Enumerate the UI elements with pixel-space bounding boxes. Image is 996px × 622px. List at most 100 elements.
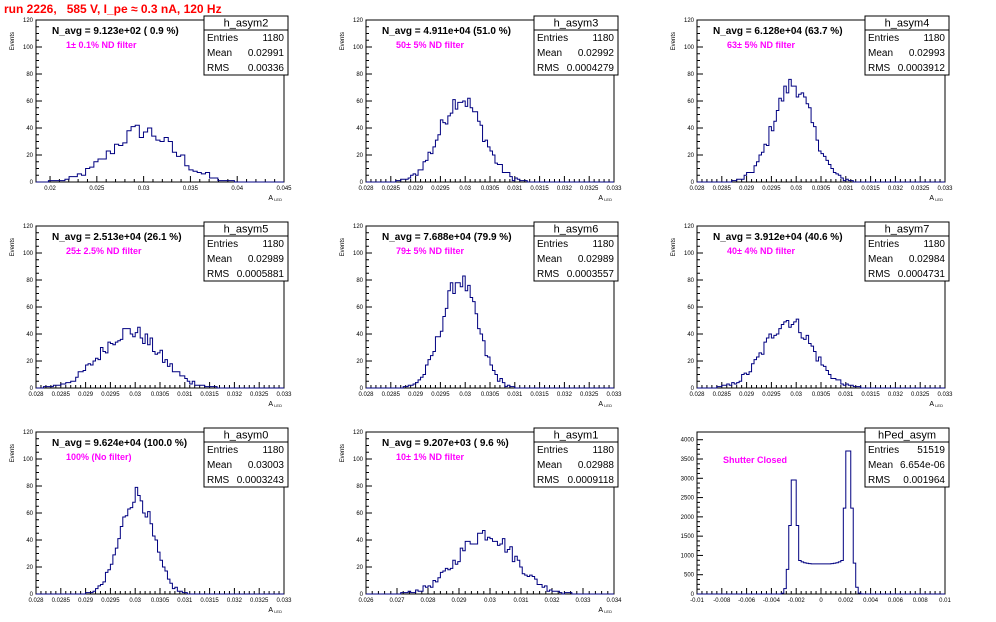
x-tick-label: 0.033 [575,598,591,604]
x-tick-label: 0.029 [451,598,467,604]
stats-box [533,441,619,488]
x-tick-label: 0.031 [177,598,193,604]
stats-label-entries: Entries [207,33,238,44]
x-axis-label-subscript: LED [603,609,612,614]
stats-label-entries: Entries [868,239,899,250]
y-axis-label: Events [340,238,346,256]
x-tick-label: 0.03 [129,392,141,398]
x-tick-label: 0.028 [689,186,705,192]
y-tick-label: 100 [684,251,695,257]
y-axis-label: Events [10,238,16,256]
y-tick-label: 80 [26,72,33,78]
y-tick-label: 20 [356,153,363,159]
x-tick-label: 0.0295 [762,186,781,192]
stats-label-mean: Mean [537,48,562,59]
y-tick-label: 120 [23,18,34,24]
x-axis-label: A LED [929,195,943,202]
x-tick-label: 0.0295 [101,392,120,398]
x-axis-label-subscript: LED [603,403,612,408]
x-tick-label: 0.0285 [713,186,732,192]
navg-label: N_avg = 2.513e+04 (26.1 %) [52,232,182,243]
x-tick-label: 0.0305 [812,392,831,398]
x-tick-label: 0.0295 [431,392,450,398]
x-tick-label: 0.0295 [762,392,781,398]
x-tick-label: 0.03 [790,392,802,398]
x-tick-label: -0.002 [788,598,806,604]
histogram-name: hPed_asym [878,430,936,442]
x-tick-label: 0.028 [420,598,436,604]
pad-h_asym4: 0 20 40 60 80 100 120 0.028 0.0285 0.029 0.0295 0.0… [671,15,953,202]
y-tick-label: 40 [687,332,694,338]
x-tick-label: 0.02 [44,186,56,192]
y-tick-label: 60 [356,305,363,311]
histogram-name: h_asym6 [554,224,599,236]
x-tick-label: 0.032 [888,186,904,192]
x-tick-label: 0.028 [28,598,44,604]
run-title: run 2226, 585 V, I_pe ≈ 0.3 nA, 120 Hz [4,2,222,16]
x-tick-label: 0.031 [177,392,193,398]
x-tick-label: 0.029 [408,186,424,192]
x-tick-label: 0.0325 [580,392,599,398]
y-tick-label: 0 [691,592,695,598]
histogram-name: h_asym4 [885,18,930,30]
x-tick-label: 0.006 [888,598,904,604]
y-tick-label: 60 [26,511,33,517]
x-tick-label: 0.033 [606,392,622,398]
x-tick-label: 0.0325 [580,186,599,192]
pad-h_asym1: 0 20 40 60 80 100 120 0.026 0.027 0.028 0.029 0.03 0… [340,427,622,614]
x-axis-label-subscript: LED [934,403,943,408]
x-tick-label: 0.029 [78,392,94,398]
stats-value-entries: 1180 [592,445,614,456]
stats-value-mean: 0.03003 [248,460,285,471]
stats-value-rms: 0.0005881 [237,269,285,280]
stats-box [203,29,289,76]
stats-value-entries: 1180 [592,33,614,44]
x-tick-label: 0.0315 [530,186,549,192]
x-tick-label: 0.0295 [101,598,120,604]
y-axis-label: Events [671,32,677,50]
x-tick-label: 0.033 [937,392,953,398]
stats-box [864,29,950,76]
x-tick-label: 0.0285 [52,392,71,398]
x-tick-label: 0.031 [513,598,529,604]
x-tick-label: -0.004 [763,598,781,604]
stats-label-rms: RMS [868,269,891,280]
histogram-name: h_asym3 [554,18,599,30]
y-tick-label: 80 [687,72,694,78]
stats-value-entries: 1180 [923,33,945,44]
x-tick-label: 0.01 [939,598,951,604]
filter-note: 79± 5% ND filter [396,246,464,256]
x-tick-label: 0.029 [739,186,755,192]
x-tick-label: 0.029 [408,392,424,398]
navg-label: N_avg = 3.912e+04 (40.6 %) [713,232,843,243]
x-tick-label: 0.0325 [911,392,930,398]
stats-value-mean: 6.654e-06 [900,460,945,471]
y-tick-label: 20 [356,565,363,571]
filter-note: 10± 1% ND filter [396,452,464,462]
y-tick-label: 1000 [681,553,695,559]
y-tick-label: 100 [353,457,364,463]
x-tick-label: 0.0315 [861,186,880,192]
x-tick-label: 0.0285 [382,392,401,398]
navg-label: N_avg = 6.128e+04 (63.7 %) [713,26,843,37]
x-tick-label: 0.032 [557,186,573,192]
stats-value-rms: 0.0003912 [898,63,946,74]
y-tick-label: 100 [23,251,34,257]
stats-value-entries: 1180 [262,33,284,44]
navg-label: N_avg = 9.123e+02 ( 0.9 %) [52,26,179,37]
x-tick-label: 0.032 [544,598,560,604]
y-tick-label: 120 [684,224,695,230]
y-tick-label: 20 [687,359,694,365]
histogram-line [366,275,614,389]
stats-label-rms: RMS [207,475,230,486]
y-tick-label: 40 [26,332,33,338]
y-tick-label: 100 [353,45,364,51]
stats-label-rms: RMS [207,63,230,74]
y-tick-label: 80 [687,278,694,284]
pad-h_asym6: 0 20 40 60 80 100 120 0.028 0.0285 0.029 0.0295 0.0… [340,221,622,408]
x-tick-label: 0.0295 [431,186,450,192]
histogram-line [36,486,284,595]
pad-h_asym2: 0 20 40 60 80 100 120 0.02 0.025 0.03 0.035 0.04 0.0… [10,15,292,202]
x-tick-label: 0.04 [231,186,243,192]
